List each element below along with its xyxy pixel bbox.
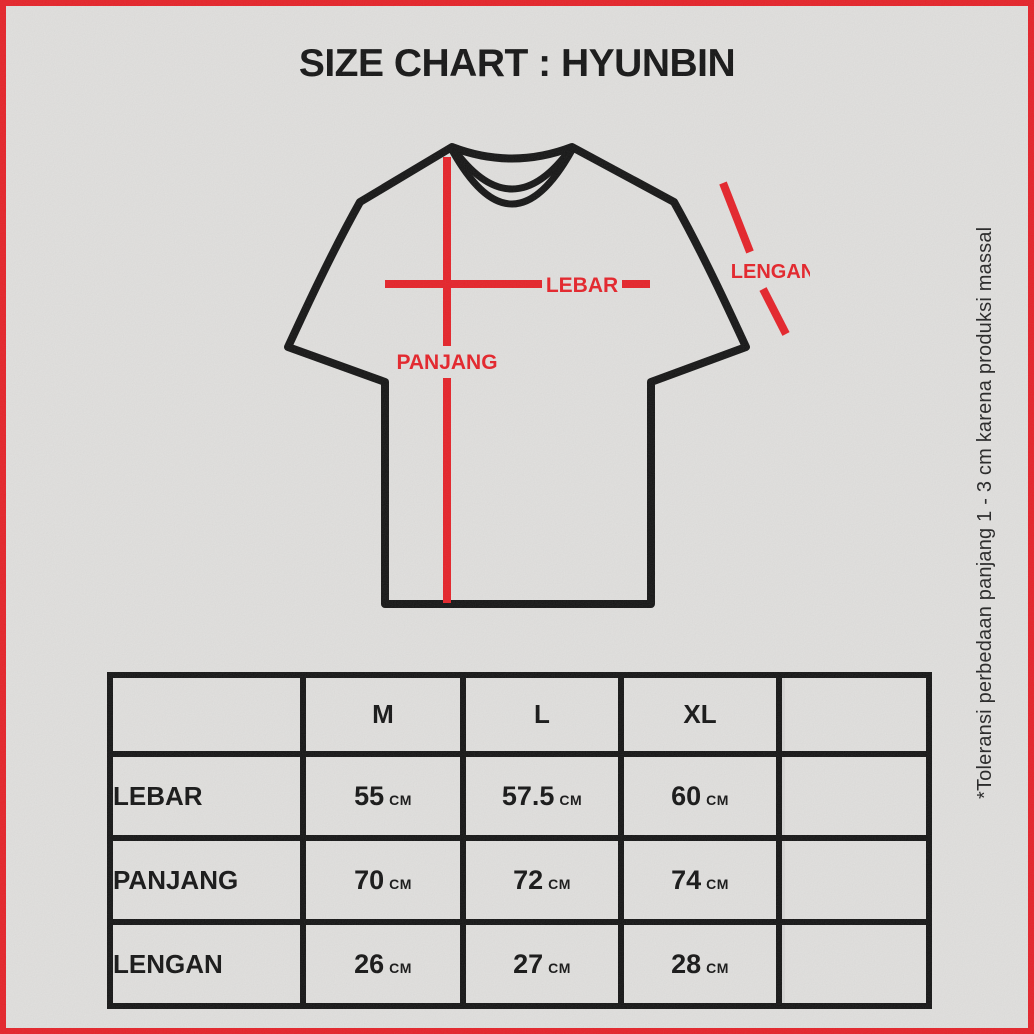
unit-label: CM <box>706 875 729 892</box>
unit-label: CM <box>389 959 412 976</box>
lebar-label: LEBAR <box>546 274 618 297</box>
panjang-xl-cell: 74 CM <box>618 835 782 925</box>
unit-label: CM <box>548 875 571 892</box>
unit-label: CM <box>389 791 412 808</box>
measurement-value: 27 <box>513 948 544 979</box>
lebar-dark-cell <box>776 751 932 841</box>
measurement-value: 74 <box>671 864 702 895</box>
table-row-panjang: PANJANG 70 CM 72 CM 74 CM <box>107 835 932 925</box>
panjang-m-cell: 70 CM <box>300 835 466 925</box>
size-table-header-row: M L XL <box>107 672 932 757</box>
row-label-lebar: LEBAR <box>107 751 306 841</box>
lebar-xl-cell: 60 CM <box>618 751 782 841</box>
unit-label: CM <box>706 791 729 808</box>
header-dark-cell <box>776 672 932 757</box>
lebar-m-cell: 55 CM <box>300 751 466 841</box>
panjang-label: PANJANG <box>396 351 497 374</box>
panjang-dark-cell <box>776 835 932 925</box>
size-table: M L XL LEBAR 55 CM 57.5 CM 60 CM PANJANG 70… <box>107 672 932 1009</box>
lengan-l-cell: 27 CM <box>460 919 624 1009</box>
column-header-l: L <box>460 672 624 757</box>
tolerance-note: *Toleransi perbedaan panjang 1 - 3 cm ka… <box>974 226 996 799</box>
measurement-value: 57.5 <box>501 780 555 811</box>
measurement-value: 26 <box>354 948 385 979</box>
lengan-m-cell: 26 CM <box>300 919 466 1009</box>
measurement-value: 70 <box>354 864 385 895</box>
unit-label: CM <box>548 959 571 976</box>
table-row-lebar: LEBAR 55 CM 57.5 CM 60 CM <box>107 751 932 841</box>
unit-label: CM <box>706 959 729 976</box>
lengan-dark-cell <box>776 919 932 1009</box>
unit-label: CM <box>389 875 412 892</box>
measurement-value: 55 <box>354 780 385 811</box>
page-title: SIZE CHART : HYUNBIN <box>298 42 736 85</box>
row-label-lengan: LENGAN <box>107 919 306 1009</box>
table-row-lengan: LENGAN 26 CM 27 CM 28 CM <box>107 919 932 1009</box>
unit-label: CM <box>559 791 583 808</box>
tshirt-measurement-diagram: LEBAR PANJANG LENGAN <box>284 143 810 608</box>
lengan-measure-line-lower <box>759 287 790 336</box>
measurement-value: 60 <box>671 780 702 811</box>
header-empty-cell <box>107 672 306 757</box>
lebar-l-cell: 57.5 CM <box>460 751 624 841</box>
lengan-measure-line-upper <box>719 181 754 254</box>
measurement-value: 72 <box>513 864 544 895</box>
lengan-label: LENGAN <box>731 261 810 283</box>
column-header-m: M <box>300 672 466 757</box>
row-label-panjang: PANJANG <box>107 835 306 925</box>
tshirt-outline <box>284 143 750 608</box>
lengan-xl-cell: 28 CM <box>618 919 782 1009</box>
column-header-xl: XL <box>618 672 782 757</box>
measurement-value: 28 <box>671 948 702 979</box>
panjang-l-cell: 72 CM <box>460 835 624 925</box>
